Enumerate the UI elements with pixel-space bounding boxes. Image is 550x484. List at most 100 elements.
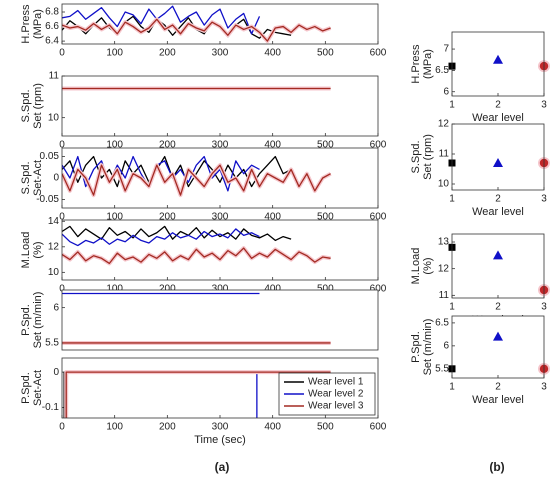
x-tick-label: 300 [212,422,229,433]
y-tick-label: 12 [438,119,450,130]
y-tick-label: 5.5 [435,363,449,374]
x-tick-label: 600 [370,48,387,59]
line [65,371,331,418]
y-axis-label: P.Spd. [20,372,32,404]
x-tick-label: 300 [212,48,229,59]
x-tick-label: 1 [449,302,455,313]
axes-frame [61,357,379,419]
y-tick-label: 6.5 [435,65,449,76]
axes-frame [61,289,379,351]
x-tick-label: 100 [106,284,123,295]
y-tick-label: 10 [48,112,60,123]
point [493,250,503,260]
y-tick-label: 13 [438,237,450,248]
plot-area [452,316,544,378]
x-axis-label: Time (sec) [194,434,246,446]
x-tick-label: 500 [317,140,334,151]
y-tick-label: 11 [439,290,450,301]
x-tick-label: 500 [317,48,334,59]
y-axis-label: H.Press [20,4,32,44]
y-axis-label: S.Spd. [20,161,32,194]
plot-area [452,234,544,298]
y-axis-label: S.Spd. [20,89,32,122]
y-axis-label: Set (m/min) [422,319,434,376]
x-tick-label: 400 [264,212,281,223]
x-tick-label: 2 [495,194,501,205]
axes-frame [61,147,379,209]
y-tick-label: 7 [443,44,449,55]
y-axis-label: P.Spd. [20,304,32,336]
x-tick-label: 100 [106,212,123,223]
plot-area [62,76,378,136]
series-group [63,370,331,418]
x-tick-label: 3 [541,302,547,313]
axes-frame [61,219,379,281]
x-tick-label: 200 [159,48,176,59]
line [62,5,261,35]
series-group [62,155,332,198]
axes-frame [451,233,545,299]
series-group [62,292,331,345]
axes-frame [61,3,379,45]
x-tick-label: 0 [59,140,65,151]
x-tick-label: 3 [541,100,547,111]
y-tick-label: 14 [48,216,60,227]
x-tick-label: 600 [370,140,387,151]
line [62,155,260,192]
x-tick-label: 200 [159,284,176,295]
plot-area [452,124,544,190]
axes-frame [451,31,545,97]
y-axis-label: Set-Act [32,160,44,196]
line [62,18,331,42]
y-tick-label: 5.5 [45,338,59,349]
point [493,158,503,167]
x-axis-label: Wear level [472,394,524,406]
legend-label: Wear level 3 [308,401,364,412]
line [62,228,260,247]
axes-frame [61,75,379,137]
plot-area [62,290,378,350]
y-tick-label: 6 [53,302,59,313]
x-tick-label: 1 [449,382,455,393]
legend-label: Wear level 2 [308,389,364,400]
y-axis-label: M.Load [410,248,422,285]
x-tick-label: 3 [541,194,547,205]
point [493,331,503,341]
x-tick-label: 200 [159,140,176,151]
x-tick-label: 300 [212,284,229,295]
y-tick-label: 6 [443,340,449,351]
y-axis-label: P.Spd. [410,331,422,363]
x-tick-label: 1 [449,194,455,205]
y-tick-label: -0.1 [42,402,60,413]
x-tick-label: 400 [264,48,281,59]
y-axis-label: Set (m/min) [32,292,44,349]
y-axis-label: M.Load [20,232,32,269]
x-tick-label: 500 [317,422,334,433]
x-tick-label: 200 [159,422,176,433]
x-tick-label: 0 [59,48,65,59]
y-axis-label: (%) [32,241,44,258]
x-tick-label: 100 [106,140,123,151]
y-tick-label: 0 [53,367,59,378]
x-tick-label: 0 [59,284,65,295]
x-tick-label: 600 [370,422,387,433]
x-tick-label: 1 [449,100,455,111]
y-tick-label: 6.6 [45,21,59,32]
x-tick-label: 0 [59,422,65,433]
point [493,54,503,64]
y-tick-label: -0.05 [36,194,59,205]
axes-frame [451,315,545,379]
x-tick-label: 0 [59,212,65,223]
panel-label: (a) [215,460,230,474]
x-tick-label: 200 [159,212,176,223]
y-axis-label: (MPa) [422,49,434,79]
x-axis-label: Wear level [472,206,524,218]
y-tick-label: 10 [48,267,60,278]
x-tick-label: 500 [317,212,334,223]
x-tick-label: 500 [317,284,334,295]
series-group [62,5,332,44]
y-tick-label: 0 [53,173,59,184]
y-axis-label: Set-Act [32,370,44,406]
y-tick-label: 6.5 [435,318,449,329]
